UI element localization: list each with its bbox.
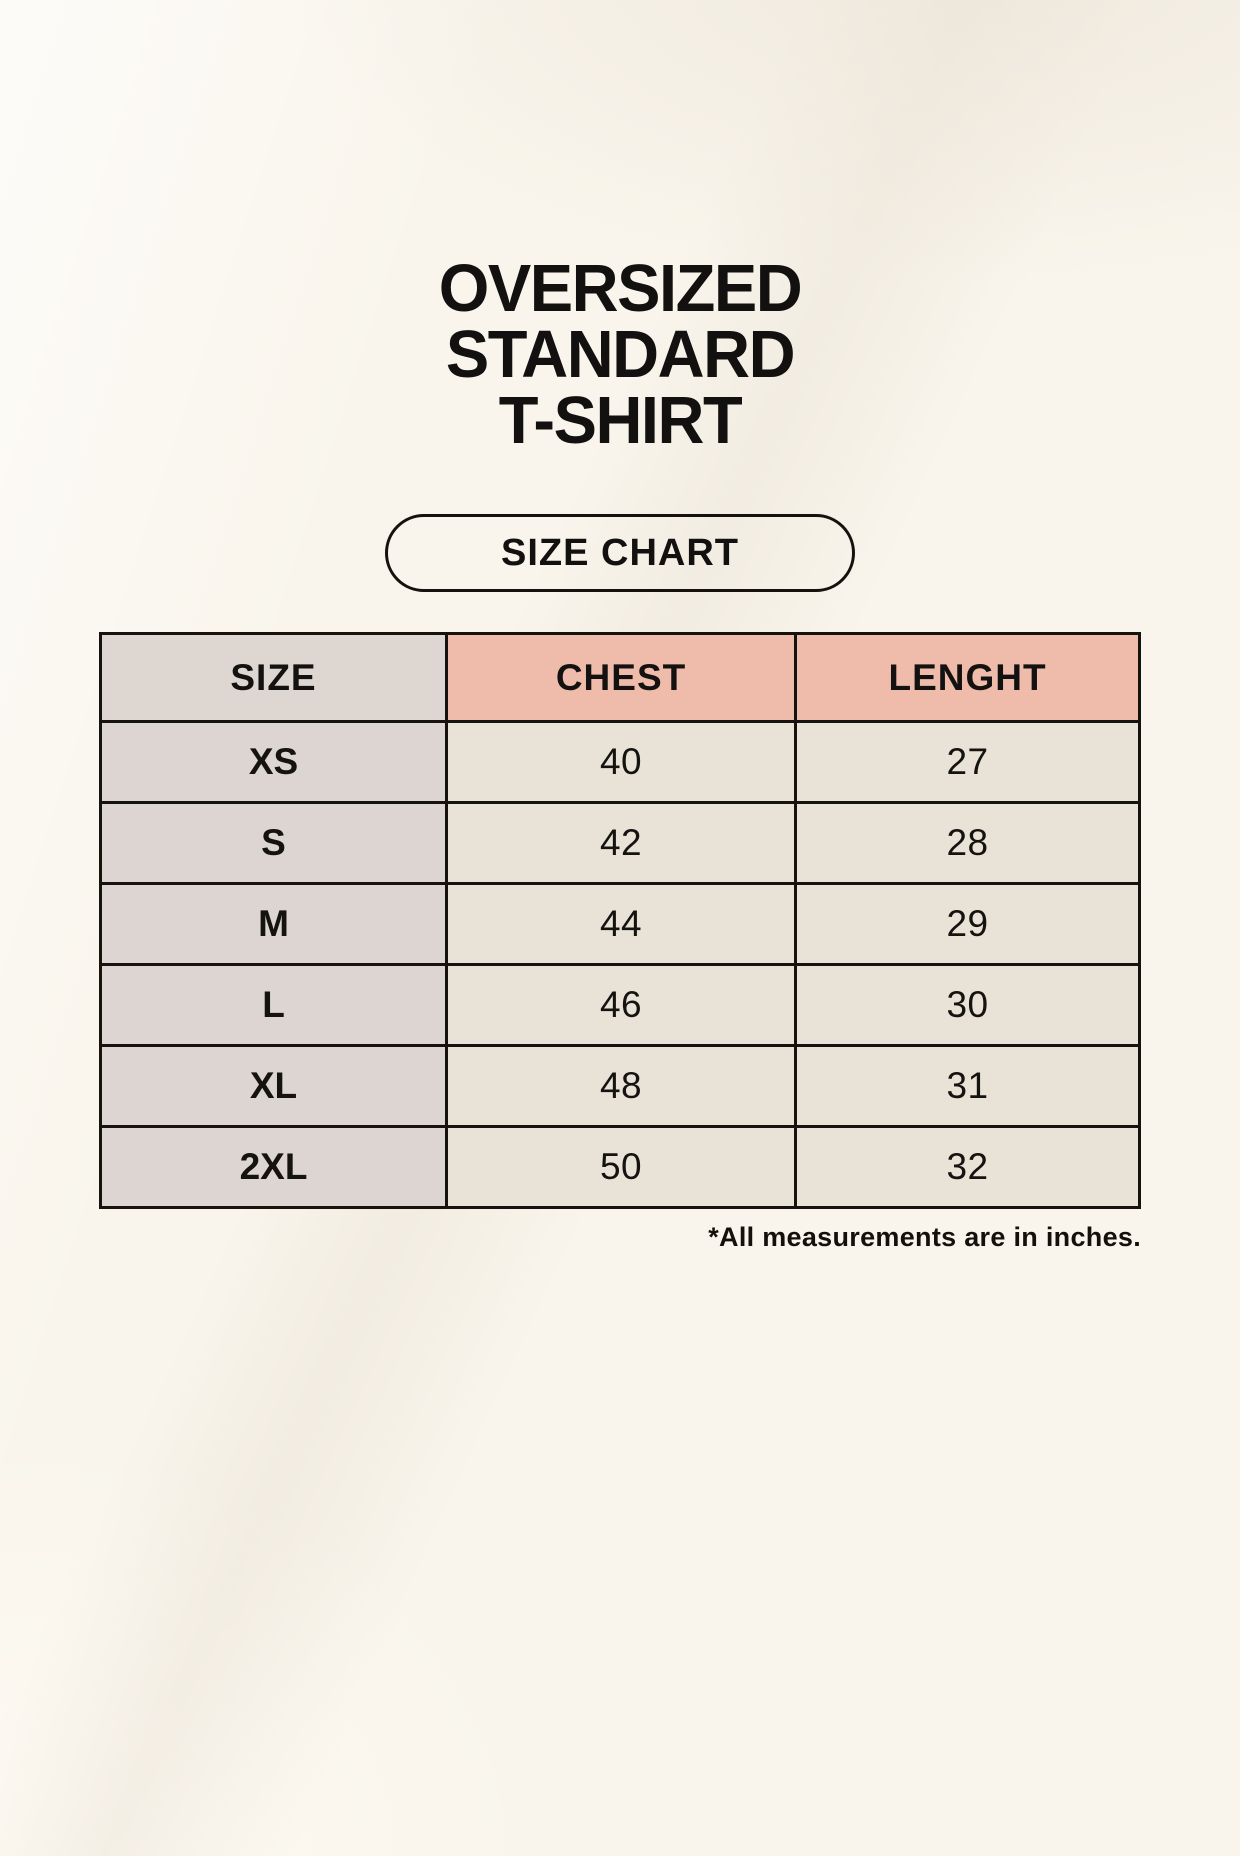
size-cell: XL	[99, 1044, 448, 1128]
length-value-cell: 29	[794, 882, 1141, 966]
chest-value-cell: 46	[444, 963, 798, 1047]
size-chart-button[interactable]: SIZE CHART	[385, 514, 855, 592]
size-cell: M	[99, 882, 448, 966]
column-header-size: SIZE	[99, 632, 448, 723]
product-title: OVERSIZED STANDARD T-SHIRT	[0, 251, 1240, 458]
table-row: L 46 30	[99, 963, 1141, 1047]
size-cell: S	[99, 801, 448, 885]
length-value-cell: 27	[794, 720, 1141, 804]
chest-value-cell: 48	[444, 1044, 798, 1128]
chest-value-cell: 40	[444, 720, 798, 804]
product-title-line-2: STANDARD	[445, 317, 796, 392]
chest-value-cell: 50	[444, 1125, 798, 1209]
table-row: XL 48 31	[99, 1044, 1141, 1128]
product-title-line-3: T-SHIRT	[498, 383, 743, 458]
size-cell: L	[99, 963, 448, 1047]
size-chart-button-label: SIZE CHART	[501, 531, 739, 574]
table-row: M 44 29	[99, 882, 1141, 966]
size-table: SIZE CHEST LENGHT XS 40 27 S 42 28 M 44 …	[99, 632, 1141, 1209]
size-cell: 2XL	[99, 1125, 448, 1209]
column-header-chest: CHEST	[444, 632, 798, 723]
chest-value-cell: 42	[444, 801, 798, 885]
chest-value-cell: 44	[444, 882, 798, 966]
table-row: XS 40 27	[99, 720, 1141, 804]
length-value-cell: 31	[794, 1044, 1141, 1128]
table-row: 2XL 50 32	[99, 1125, 1141, 1209]
table-row: S 42 28	[99, 801, 1141, 885]
measurements-footnote: *All measurements are in inches.	[708, 1222, 1141, 1252]
table-header-row: SIZE CHEST LENGHT	[99, 632, 1141, 723]
length-value-cell: 30	[794, 963, 1141, 1047]
length-value-cell: 32	[794, 1125, 1141, 1209]
product-title-line-1: OVERSIZED	[438, 251, 803, 326]
length-value-cell: 28	[794, 801, 1141, 885]
size-cell: XS	[99, 720, 448, 804]
page-background: { "title": { "lines": ["OVERSIZED", "STA…	[0, 251, 1240, 1856]
column-header-length: LENGHT	[794, 632, 1141, 723]
